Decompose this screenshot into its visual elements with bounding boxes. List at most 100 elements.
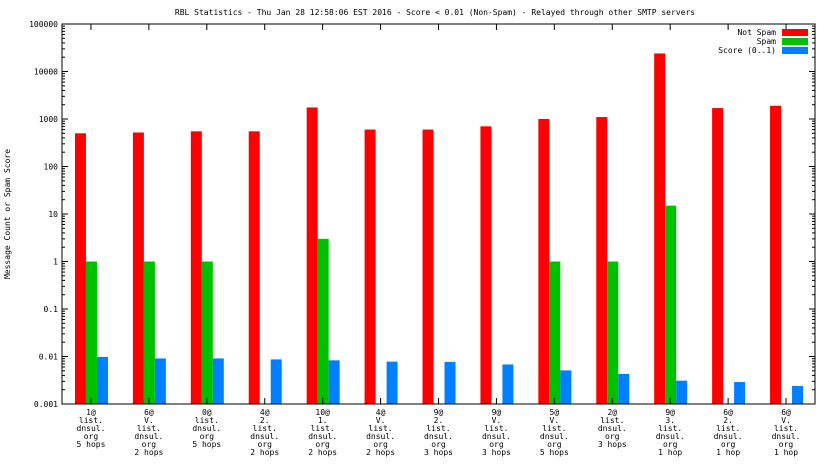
x-tick-label-line: list. xyxy=(600,416,624,425)
x-tick-label-line: org xyxy=(373,440,388,449)
legend-label: Spam xyxy=(757,37,776,46)
x-tick-label-line: dnsul. xyxy=(656,432,685,441)
x-tick-label: 10@ 1. list. dnsul. org 2 hops xyxy=(308,408,337,457)
x-tick-label-line: 5 hops xyxy=(540,448,569,457)
x-tick-label: 4@ 2. list. dnsul. org 2 hops xyxy=(250,408,279,457)
x-tick-label: 0@ list. dnsul. org 5 hops xyxy=(192,408,221,449)
bar-score-0-1-6 xyxy=(444,361,456,404)
x-tick-label-line: 2@ xyxy=(607,408,617,417)
x-tick-label-line: list. xyxy=(253,424,277,433)
x-tick-label: 9@ 2. list. dnsul. org 3 hops xyxy=(424,408,453,457)
x-tick-label-line: org xyxy=(605,432,620,441)
x-tick-label-line: 1 hop xyxy=(774,448,798,457)
x-tick-label-line: 9@ xyxy=(665,408,675,417)
x-tick-label-line: 2 hops xyxy=(250,448,279,457)
y-tick-label: 0.1 xyxy=(44,305,59,314)
bar-not-spam-8 xyxy=(538,119,550,404)
x-tick-label-line: list. xyxy=(484,424,508,433)
x-tick-label-line: dnsul. xyxy=(192,424,221,433)
bar-spam-10 xyxy=(665,205,677,404)
x-tick-label-line: 3 hops xyxy=(482,448,511,457)
x-tick-label-line: dnsul. xyxy=(308,432,337,441)
x-tick-label-line: 1 hop xyxy=(658,448,682,457)
x-tick-label-line: org xyxy=(547,440,562,449)
bar-score-0-1-2 xyxy=(212,358,224,404)
legend-label: Not Spam xyxy=(737,28,776,37)
x-tick-label-line: dnsul. xyxy=(250,432,279,441)
x-tick-label-line: list. xyxy=(542,424,566,433)
x-tick-label-line: dnsul. xyxy=(598,424,627,433)
x-tick-label-line: list. xyxy=(774,424,798,433)
x-tick-label-line: dnsul. xyxy=(134,432,163,441)
bar-not-spam-3 xyxy=(248,131,260,405)
x-tick-label-line: list. xyxy=(311,424,335,433)
y-tick-label: 100000 xyxy=(29,20,58,29)
bar-score-0-1-11 xyxy=(734,382,746,404)
y-tick-label: 10 xyxy=(48,210,58,219)
chart-title: RBL Statistics - Thu Jan 28 12:58:06 EST… xyxy=(175,8,695,17)
bar-score-0-1-7 xyxy=(502,364,514,404)
x-tick-label: 6@ V. list. dnsul. org 1 hop xyxy=(772,408,801,457)
bar-not-spam-5 xyxy=(364,129,376,404)
y-tick-label: 10000 xyxy=(34,68,58,77)
legend-swatch xyxy=(782,38,808,45)
x-tick-label-line: 2. xyxy=(434,416,444,425)
y-tick-label: 1 xyxy=(53,258,58,267)
x-tick-label-line: 6@ xyxy=(723,408,733,417)
bar-score-0-1-1 xyxy=(154,358,166,404)
x-tick-label-line: 9@ xyxy=(434,408,444,417)
x-tick-label-line: org xyxy=(721,440,736,449)
x-tick-label-line: org xyxy=(663,440,678,449)
bar-spam-9 xyxy=(607,261,619,404)
x-tick-label-line: list. xyxy=(369,424,393,433)
bar-score-0-1-12 xyxy=(792,385,804,404)
x-tick-label-line: dnsul. xyxy=(772,432,801,441)
bar-spam-0 xyxy=(85,261,97,404)
x-tick-label-line: 9@ xyxy=(492,408,502,417)
y-tick-label: 0.001 xyxy=(34,400,58,409)
x-tick-label-line: 3. xyxy=(665,416,675,425)
legend-swatch xyxy=(782,47,808,54)
x-tick-label-line: list. xyxy=(195,416,219,425)
x-tick-label-line: dnsul. xyxy=(77,424,106,433)
x-tick-label-line: list. xyxy=(658,424,682,433)
x-tick-label-line: list. xyxy=(716,424,740,433)
x-tick-label: 9@ V. list. dnsul. org 3 hops xyxy=(482,408,511,457)
bar-score-0-1-0 xyxy=(96,356,108,404)
x-tick-label-line: V. xyxy=(492,416,502,425)
x-tick-label: 9@ 3. list. dnsul. org 1 hop xyxy=(656,408,685,457)
y-axis-label: Message Count or Spam Score xyxy=(3,149,12,279)
x-tick-label-line: 2 hops xyxy=(308,448,337,457)
bar-score-0-1-4 xyxy=(328,360,340,404)
plot-frame xyxy=(61,23,816,405)
x-tick-label: 6@ V. list. dnsul. org 2 hops xyxy=(134,408,163,457)
bar-not-spam-11 xyxy=(712,108,724,404)
x-tick-label-line: 2 hops xyxy=(366,448,395,457)
x-tick-label: 4@ V. list. dnsul. org 2 hops xyxy=(366,408,395,457)
bars xyxy=(74,53,804,405)
y-tick-label: 1000 xyxy=(39,115,58,124)
x-tick-label-line: 4@ xyxy=(260,408,270,417)
x-tick-label-line: list. xyxy=(79,416,103,425)
x-tick-label-line: V. xyxy=(781,416,791,425)
x-tick-label-line: 10@ xyxy=(315,408,330,417)
x-tick-label-line: list. xyxy=(426,424,450,433)
x-tick-label-line: 4@ xyxy=(376,408,386,417)
x-tick-label-line: 5 hops xyxy=(192,440,221,449)
x-tick-label: 6@ 2. list. dnsul. org 1 hop xyxy=(714,408,743,457)
x-tick-label-line: list. xyxy=(137,424,161,433)
x-tick-label-line: dnsul. xyxy=(424,432,453,441)
bar-score-0-1-9 xyxy=(618,373,630,404)
x-tick-label-line: V. xyxy=(550,416,560,425)
x-tick-label-line: org xyxy=(779,440,794,449)
legend-label: Score (0..1) xyxy=(718,46,776,55)
bar-spam-4 xyxy=(317,238,329,404)
bar-score-0-1-3 xyxy=(270,359,282,404)
bar-not-spam-2 xyxy=(190,131,202,405)
x-tick-label-line: 2 hops xyxy=(134,448,163,457)
bar-spam-8 xyxy=(549,261,561,404)
legend-swatch xyxy=(782,29,808,36)
x-tick-label-line: 0@ xyxy=(202,408,212,417)
